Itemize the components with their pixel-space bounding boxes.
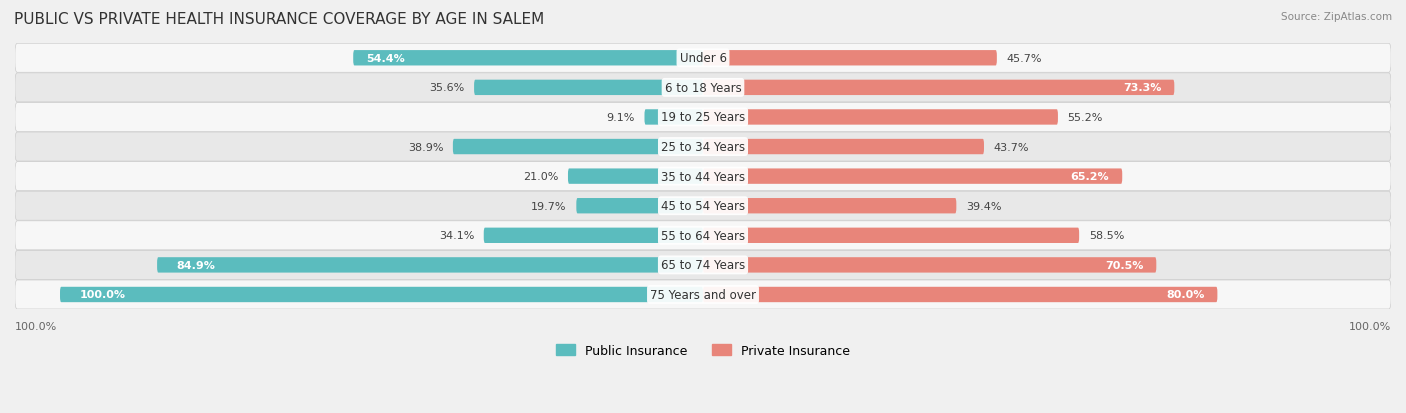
- FancyBboxPatch shape: [474, 81, 703, 96]
- Text: 21.0%: 21.0%: [523, 172, 558, 182]
- FancyBboxPatch shape: [15, 74, 1391, 102]
- FancyBboxPatch shape: [703, 140, 984, 155]
- Text: 35.6%: 35.6%: [429, 83, 464, 93]
- FancyBboxPatch shape: [15, 221, 1391, 250]
- Text: 80.0%: 80.0%: [1166, 290, 1205, 300]
- Text: 39.4%: 39.4%: [966, 201, 1001, 211]
- FancyBboxPatch shape: [703, 258, 1156, 273]
- FancyBboxPatch shape: [15, 280, 1391, 309]
- Text: 45 to 54 Years: 45 to 54 Years: [661, 200, 745, 213]
- FancyBboxPatch shape: [703, 110, 1057, 125]
- Text: Under 6: Under 6: [679, 52, 727, 65]
- FancyBboxPatch shape: [15, 133, 1391, 161]
- FancyBboxPatch shape: [15, 162, 1391, 191]
- Text: PUBLIC VS PRIVATE HEALTH INSURANCE COVERAGE BY AGE IN SALEM: PUBLIC VS PRIVATE HEALTH INSURANCE COVER…: [14, 12, 544, 27]
- Text: 70.5%: 70.5%: [1105, 260, 1143, 270]
- FancyBboxPatch shape: [568, 169, 703, 184]
- FancyBboxPatch shape: [60, 287, 703, 302]
- Text: 75 Years and over: 75 Years and over: [650, 288, 756, 301]
- Text: 100.0%: 100.0%: [79, 290, 125, 300]
- FancyBboxPatch shape: [703, 287, 1218, 302]
- Text: 55 to 64 Years: 55 to 64 Years: [661, 229, 745, 242]
- Text: 100.0%: 100.0%: [15, 321, 58, 331]
- FancyBboxPatch shape: [15, 103, 1391, 132]
- FancyBboxPatch shape: [576, 199, 703, 214]
- Text: 19.7%: 19.7%: [531, 201, 567, 211]
- Legend: Public Insurance, Private Insurance: Public Insurance, Private Insurance: [551, 339, 855, 362]
- Text: 54.4%: 54.4%: [366, 54, 405, 64]
- FancyBboxPatch shape: [157, 258, 703, 273]
- Text: 65.2%: 65.2%: [1071, 172, 1109, 182]
- Text: 19 to 25 Years: 19 to 25 Years: [661, 111, 745, 124]
- FancyBboxPatch shape: [15, 44, 1391, 73]
- FancyBboxPatch shape: [453, 140, 703, 155]
- Text: 25 to 34 Years: 25 to 34 Years: [661, 141, 745, 154]
- Text: 35 to 44 Years: 35 to 44 Years: [661, 170, 745, 183]
- Text: 65 to 74 Years: 65 to 74 Years: [661, 259, 745, 272]
- FancyBboxPatch shape: [644, 110, 703, 125]
- FancyBboxPatch shape: [703, 199, 956, 214]
- Text: 6 to 18 Years: 6 to 18 Years: [665, 82, 741, 95]
- Text: 38.9%: 38.9%: [408, 142, 443, 152]
- Text: 58.5%: 58.5%: [1088, 231, 1125, 241]
- FancyBboxPatch shape: [15, 192, 1391, 221]
- Text: 55.2%: 55.2%: [1067, 113, 1102, 123]
- FancyBboxPatch shape: [353, 51, 703, 66]
- FancyBboxPatch shape: [703, 228, 1080, 243]
- Text: 9.1%: 9.1%: [606, 113, 636, 123]
- Text: Source: ZipAtlas.com: Source: ZipAtlas.com: [1281, 12, 1392, 22]
- Text: 84.9%: 84.9%: [176, 260, 215, 270]
- Text: 43.7%: 43.7%: [994, 142, 1029, 152]
- FancyBboxPatch shape: [484, 228, 703, 243]
- Text: 100.0%: 100.0%: [1348, 321, 1391, 331]
- Text: 73.3%: 73.3%: [1123, 83, 1161, 93]
- FancyBboxPatch shape: [703, 51, 997, 66]
- Text: 34.1%: 34.1%: [439, 231, 474, 241]
- FancyBboxPatch shape: [703, 81, 1174, 96]
- FancyBboxPatch shape: [15, 251, 1391, 280]
- FancyBboxPatch shape: [703, 169, 1122, 184]
- Text: 45.7%: 45.7%: [1007, 54, 1042, 64]
